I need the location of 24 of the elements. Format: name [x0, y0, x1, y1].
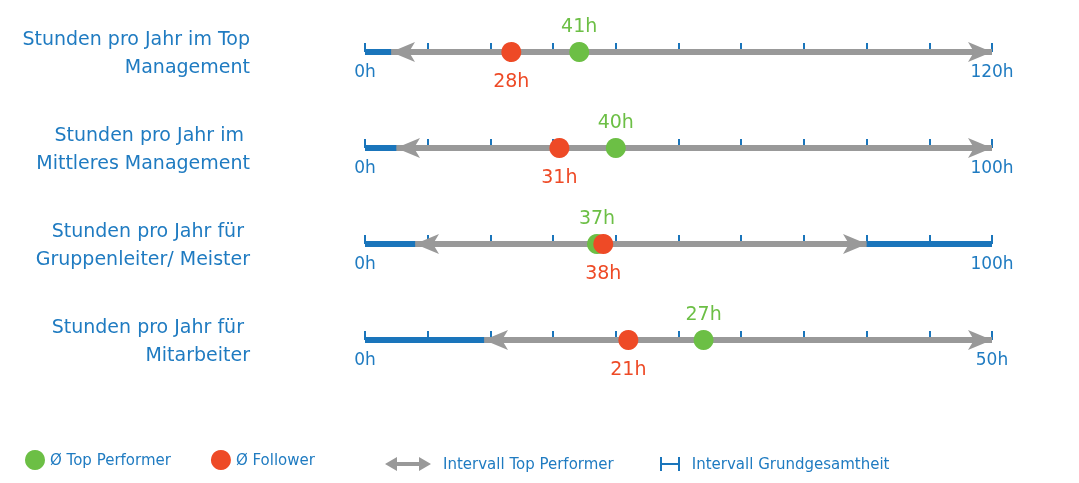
data-label: 21h [610, 356, 647, 379]
x-tick-label: 0h [354, 252, 376, 273]
x-tick-label: 0h [354, 348, 376, 369]
legend-label: Intervall Grundgesamtheit [691, 455, 890, 473]
data-label: 31h [541, 164, 578, 187]
y-tick-label: Stunden pro Jahr im Mittleres Management [36, 123, 250, 173]
data-label: 41h [561, 13, 598, 36]
data-label: 27h [685, 301, 722, 324]
y-tick-label: Stunden pro Jahr für Gruppenleiter/ Meister [35, 219, 251, 269]
x-tick-label: 0h [354, 156, 376, 177]
x-tick-label: 120h [970, 60, 1014, 81]
x-tick-label: 100h [970, 252, 1014, 273]
legend-label: Ø Follower [235, 451, 316, 469]
data-label: 38h [585, 260, 622, 283]
y-tick-label: Stunden pro Jahr im Top Management [22, 27, 250, 77]
x-tick-label: 50h [975, 348, 1009, 369]
legend-label: Intervall Top Performer [443, 455, 614, 473]
x-tick-label: 100h [970, 156, 1014, 177]
data-label: 28h [493, 68, 530, 91]
legend-label: Ø Top Performer [50, 451, 172, 469]
x-tick-label: 0h [354, 60, 376, 81]
data-label: 37h [578, 205, 616, 228]
data-label: 40h [597, 109, 634, 132]
y-tick-label: Stunden pro Jahr für Mitarbeiter [51, 315, 251, 365]
